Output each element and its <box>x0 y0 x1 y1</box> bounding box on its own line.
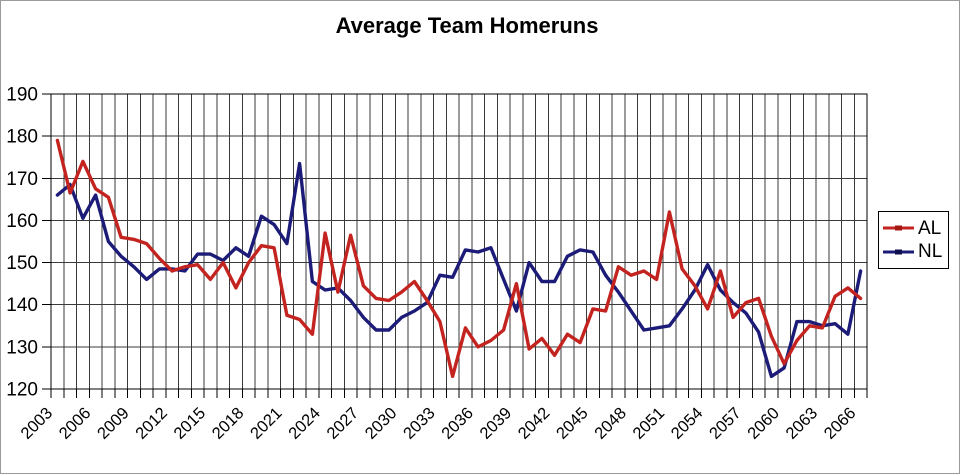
y-tick-label: 130 <box>6 337 38 358</box>
y-tick-label: 160 <box>6 211 38 232</box>
x-tick-label: 2060 <box>744 404 783 443</box>
y-axis-ticks <box>42 93 51 390</box>
x-axis-ticks <box>50 389 868 398</box>
x-tick-label: 2063 <box>783 404 822 443</box>
x-axis-labels: 2003 2006 2009 2012 2015 2018 2021 2024 2027 2030… <box>18 404 860 443</box>
x-tick-label: 2009 <box>94 404 133 443</box>
y-tick-label: 190 <box>6 85 38 106</box>
plot-border <box>50 93 868 390</box>
x-tick-label: 2039 <box>477 404 516 443</box>
chart-title: Average Team Homeruns <box>335 13 599 38</box>
x-tick-label: 2033 <box>400 404 439 443</box>
x-tick-label: 2006 <box>56 404 95 443</box>
y-tick-label: 140 <box>6 295 38 316</box>
nl-line-swatch <box>883 249 914 255</box>
series-line-al <box>55 138 863 379</box>
legend-item-al: AL <box>883 219 944 238</box>
x-tick-label: 2015 <box>171 404 210 443</box>
y-tick-label: 180 <box>6 127 38 148</box>
x-tick-label: 2048 <box>591 404 630 443</box>
x-tick-label: 2024 <box>285 404 324 443</box>
legend-label-al: AL <box>918 217 942 239</box>
y-axis-labels: 120 130 140 150 160 170 180 190 <box>6 85 38 401</box>
x-tick-label: 2012 <box>132 404 171 443</box>
x-tick-label: 2027 <box>324 404 363 443</box>
y-tick-label: 150 <box>6 253 38 274</box>
x-tick-label: 2054 <box>668 404 707 443</box>
legend: AL NL <box>878 211 949 269</box>
x-tick-label: 2021 <box>247 404 286 443</box>
legend-item-nl: NL <box>883 242 944 261</box>
x-tick-label: 2018 <box>209 404 248 443</box>
y-tick-label: 120 <box>6 380 38 401</box>
x-tick-label: 2003 <box>18 404 57 443</box>
x-tick-label: 2057 <box>706 404 745 443</box>
y-tick-label: 170 <box>6 169 38 190</box>
x-tick-label: 2066 <box>821 404 860 443</box>
x-tick-label: 2030 <box>362 404 401 443</box>
vertical-gridlines <box>50 94 868 389</box>
al-line-swatch <box>883 225 914 231</box>
x-tick-label: 2045 <box>553 404 592 443</box>
x-tick-label: 2036 <box>438 404 477 443</box>
x-tick-label: 2051 <box>630 404 669 443</box>
x-tick-label: 2042 <box>515 404 554 443</box>
legend-label-nl: NL <box>918 241 943 263</box>
